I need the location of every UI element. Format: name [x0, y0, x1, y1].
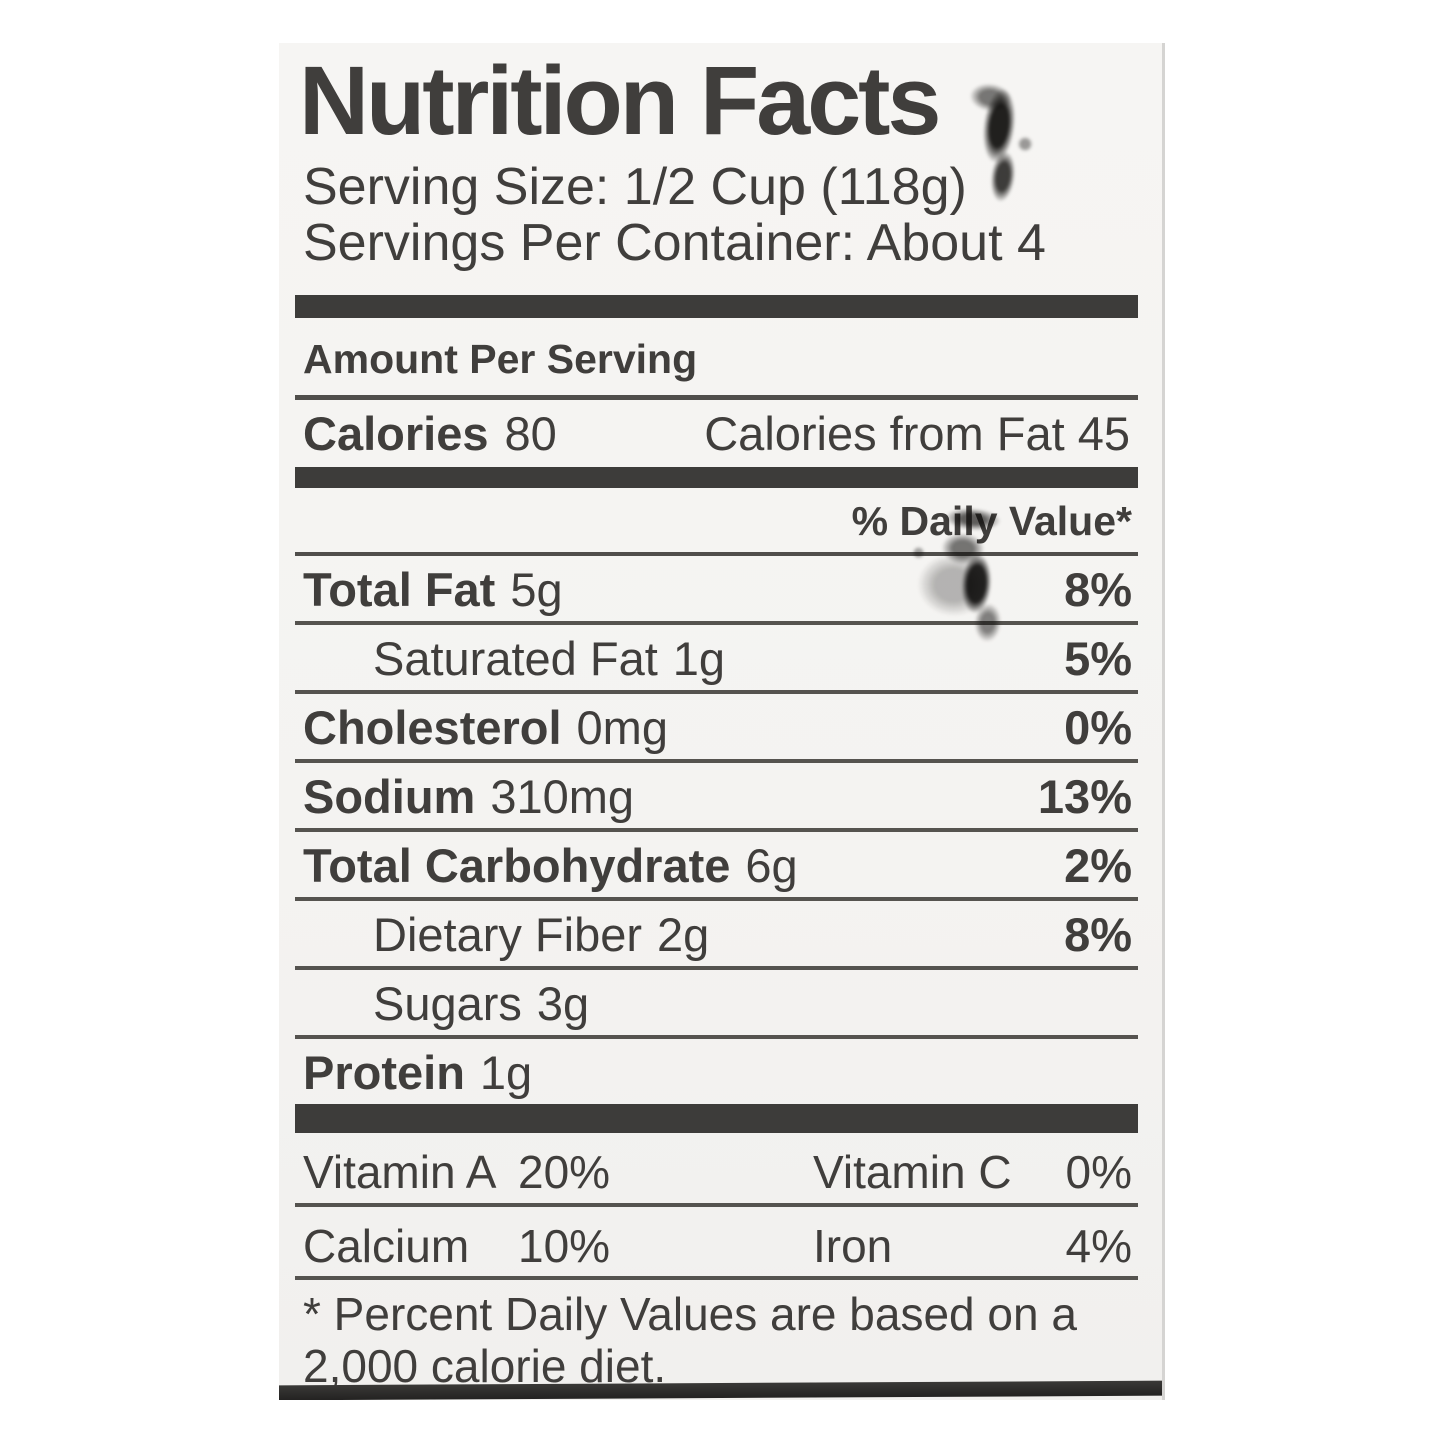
nutrient-row-saturated-fat: Saturated Fat 1g 5% — [295, 625, 1138, 695]
nutrient-name: Total Carbohydrate — [303, 839, 731, 893]
nutrient-amount: 1g — [672, 632, 726, 686]
nutrient-row-cholesterol: Cholesterol 0mg 0% — [295, 694, 1138, 764]
nutrient-name: Total Fat — [303, 563, 496, 617]
nutrient-row-sugars: Sugars 3g — [295, 970, 1138, 1040]
rule-under-daily-value — [295, 552, 1138, 557]
label-title: Nutrition Facts — [299, 46, 941, 155]
nutrient-daily-value: 8% — [1064, 908, 1132, 962]
micronutrient-row-1: Vitamin A 20% Vitamin C 0% — [295, 1133, 1138, 1207]
nutrient-daily-value: 13% — [1037, 770, 1132, 824]
nutrient-amount: 6g — [745, 839, 798, 893]
daily-value-footnote: * Percent Daily Values are based on a 2,… — [303, 1287, 1138, 1393]
nutrient-row-dietary-fiber: Dietary Fiber 2g 8% — [295, 901, 1138, 971]
micronutrient-value: 4% — [1065, 1219, 1132, 1272]
nutrient-amount: 310mg — [490, 770, 635, 824]
nutrient-name: Protein — [303, 1046, 465, 1100]
nutrient-name: Cholesterol — [303, 701, 562, 755]
calories-value: 80 — [504, 406, 557, 460]
nutrient-daily-value: 2% — [1064, 839, 1132, 893]
nutrient-row-total-carbohydrate: Total Carbohydrate 6g 2% — [295, 832, 1138, 902]
nutrient-amount: 1g — [479, 1046, 533, 1100]
nutrient-name-amount: Saturated Fat 1g — [373, 635, 725, 682]
nutrient-name-amount: Dietary Fiber 2g — [373, 911, 709, 958]
thick-divider-bottom — [295, 1104, 1138, 1134]
micronutrient-name: Vitamin C — [813, 1146, 1012, 1199]
nutrient-amount: 2g — [657, 908, 710, 962]
nutrient-daily-value: 5% — [1064, 632, 1132, 686]
nutrient-name: Dietary Fiber — [373, 908, 643, 962]
nutrient-name: Sodium — [303, 770, 476, 824]
nutrient-name-amount: Protein 1g — [303, 1049, 532, 1096]
daily-value-header: % Daily Value* — [851, 498, 1132, 545]
nutrition-facts-label: Nutrition Facts Serving Size: 1/2 Cup (1… — [279, 43, 1165, 1400]
nutrient-name-amount: Cholesterol 0mg — [303, 704, 668, 751]
micronutrient-name: Calcium — [303, 1219, 470, 1272]
nutrient-amount: 5g — [510, 563, 563, 617]
thick-divider-top — [295, 295, 1138, 319]
label-right-edge-shadow — [1162, 43, 1165, 1400]
nutrient-row-protein: Protein 1g — [295, 1039, 1138, 1104]
calories-from-fat: Calories from Fat 45 — [704, 406, 1130, 460]
micronutrient-row-2: Calcium 10% Iron 4% — [295, 1207, 1138, 1280]
footnote-line-1: * Percent Daily Values are based on a — [303, 1287, 1077, 1340]
calories-left: Calories 80 — [303, 406, 557, 460]
micronutrient-name: Vitamin A — [303, 1146, 497, 1199]
calories-label: Calories — [303, 406, 489, 460]
nutrient-name: Saturated Fat — [373, 632, 658, 686]
calories-row: Calories 80 Calories from Fat 45 — [295, 406, 1138, 460]
nutrient-row-sodium: Sodium 310mg 13% — [295, 763, 1138, 833]
thick-divider-mid — [295, 467, 1138, 489]
nutrient-amount: 0mg — [576, 701, 668, 755]
micronutrient-value: 0% — [1065, 1146, 1132, 1199]
nutrient-name-amount: Total Carbohydrate 6g — [303, 842, 798, 889]
nutrient-name-amount: Sugars 3g — [373, 980, 589, 1027]
nutrient-daily-value: 8% — [1064, 563, 1132, 617]
nutrient-row-total-fat: Total Fat 5g 8% — [295, 556, 1138, 626]
micronutrient-value: 10% — [518, 1219, 611, 1272]
servings-per-container-line: Servings Per Container: About 4 — [303, 214, 1046, 273]
amount-per-serving-heading: Amount Per Serving — [303, 336, 698, 383]
serving-size-line: Serving Size: 1/2 Cup (118g) — [303, 158, 967, 217]
nutrient-name-amount: Total Fat 5g — [303, 566, 563, 613]
nutrient-name-amount: Sodium 310mg — [303, 773, 634, 820]
nutrient-daily-value: 0% — [1064, 701, 1132, 755]
micronutrient-name: Iron — [813, 1219, 893, 1272]
nutrient-name: Sugars — [373, 977, 522, 1031]
micronutrient-value: 20% — [518, 1146, 611, 1199]
rule-under-amount-per-serving — [295, 394, 1138, 400]
nutrient-amount: 3g — [536, 977, 590, 1031]
